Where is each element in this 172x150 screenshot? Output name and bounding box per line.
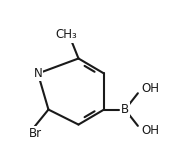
Text: Br: Br (29, 127, 42, 140)
Text: OH: OH (142, 124, 160, 137)
Text: OH: OH (142, 82, 160, 95)
Text: N: N (34, 67, 42, 80)
Text: CH₃: CH₃ (56, 28, 77, 41)
Text: B: B (121, 103, 129, 116)
